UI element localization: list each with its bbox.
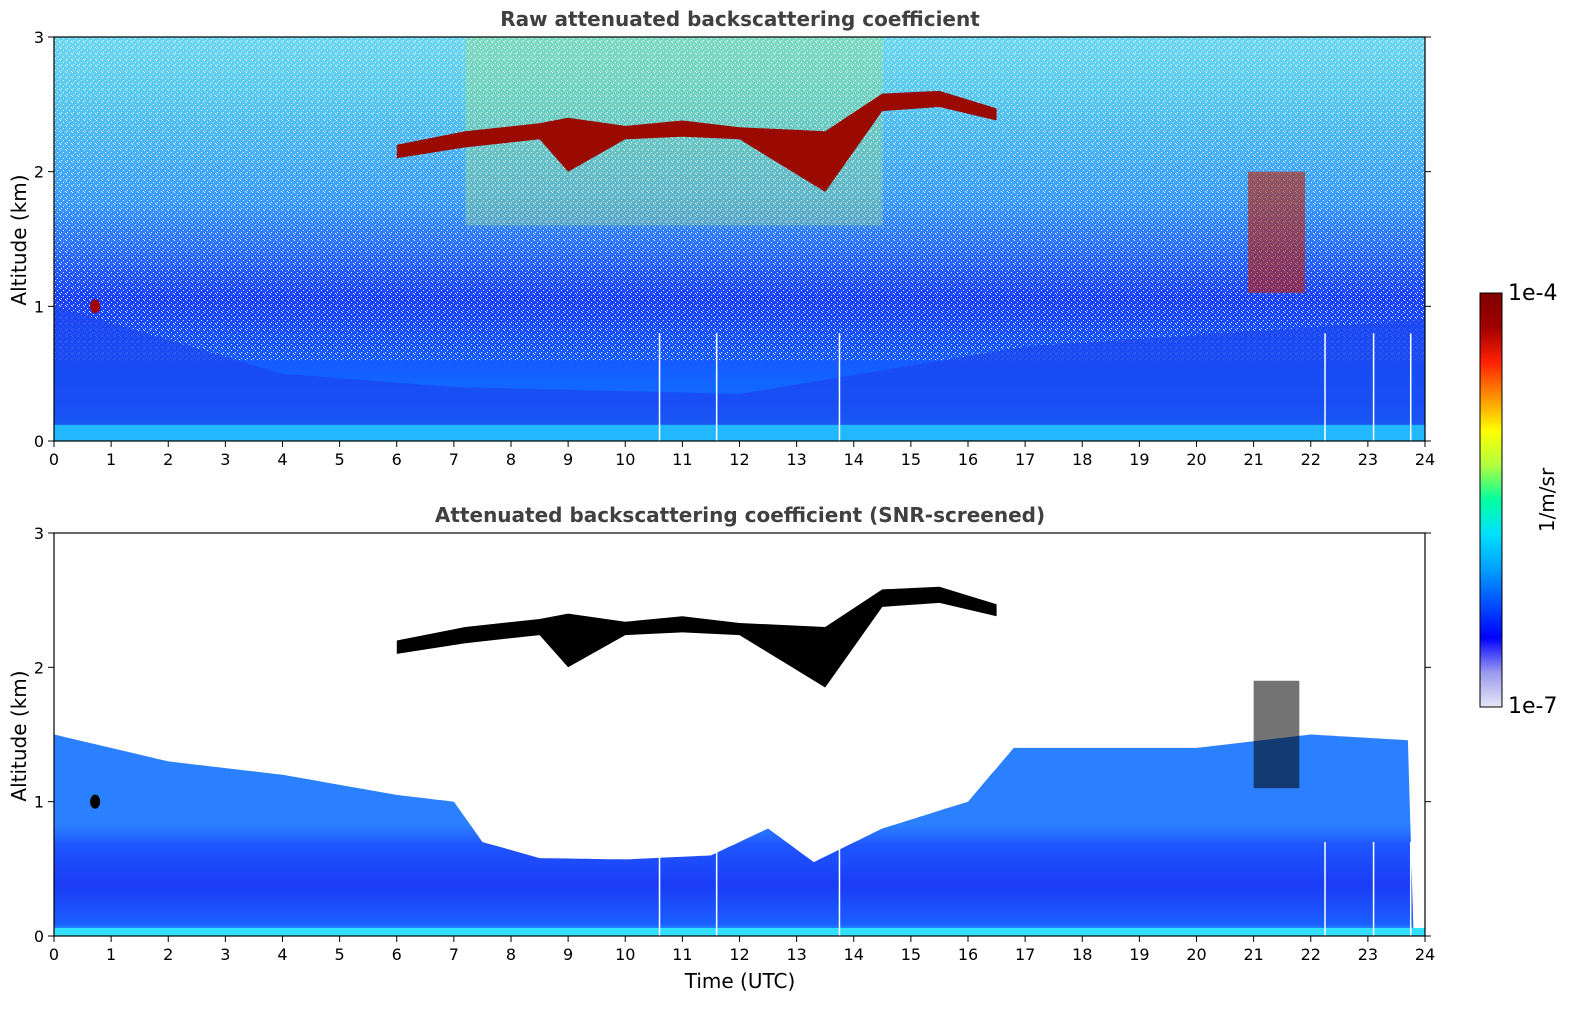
- colorbar-max-label: 1e-4: [1508, 281, 1557, 306]
- panel-2-xtick-label: 6: [392, 945, 402, 964]
- panel-2-ytick-label: 2: [34, 658, 44, 677]
- panel-1-cloud-layer: [396, 90, 997, 192]
- panel-2-xtick-label: 12: [729, 945, 749, 964]
- panel-2-xtick-label: 15: [901, 945, 921, 964]
- panel-1-xtick-label: 1: [106, 450, 116, 469]
- panel-1-title: Raw attenuated backscattering coefficien…: [500, 7, 980, 31]
- panel-2-xlabel: Time (UTC): [684, 969, 796, 993]
- panel-1-xtick-label: 13: [786, 450, 806, 469]
- snr-screened-panel: Attenuated backscattering coefficient (S…: [7, 503, 1435, 993]
- panel-2-xtick-label: 21: [1243, 945, 1263, 964]
- panel-1-ytick-label: 2: [34, 163, 44, 182]
- panel-1-surface-layer: [54, 424, 1425, 441]
- panel-1-noise: [54, 37, 1425, 361]
- panel-1-xtick-label: 17: [1015, 450, 1035, 469]
- panel-2-xtick-label: 8: [506, 945, 516, 964]
- panel-2-xtick-label: 1: [106, 945, 116, 964]
- panel-2-xtick-label: 11: [672, 945, 692, 964]
- panel-1-ylabel: Altitude (km): [7, 174, 31, 305]
- panel-1-boundary-layer: [54, 306, 1425, 441]
- panel-1-cloud-21utc: [1247, 171, 1306, 293]
- panel-2-xtick-label: 22: [1301, 945, 1321, 964]
- panel-2-xtick-label: 17: [1015, 945, 1035, 964]
- colorbar-min-label: 1e-7: [1508, 694, 1557, 719]
- panel-2-xtick-label: 7: [449, 945, 459, 964]
- panel-2-xtick-label: 10: [615, 945, 635, 964]
- panel-2-ylabel: Altitude (km): [7, 670, 31, 801]
- panel-1-xtick-label: 4: [277, 450, 287, 469]
- panel-1-xtick-label: 19: [1129, 450, 1149, 469]
- panel-2-xtick-label: 0: [49, 945, 59, 964]
- panel-1-xtick-label: 7: [449, 450, 459, 469]
- panel-2-xtick-label: 9: [563, 945, 573, 964]
- panel-1-xtick-label: 21: [1243, 450, 1263, 469]
- panel-1-xtick-label: 10: [615, 450, 635, 469]
- panel-2-cloud-early: [90, 794, 101, 809]
- colorbar-gradient: [1479, 292, 1503, 708]
- panel-2-xtick-label: 4: [277, 945, 287, 964]
- panel-1-xtick-label: 18: [1072, 450, 1092, 469]
- panel-2-xtick-label: 18: [1072, 945, 1092, 964]
- colorbar-unit-label: 1/m/sr: [1535, 467, 1559, 532]
- raw-backscatter-panel: Raw attenuated backscattering coefficien…: [7, 7, 1435, 469]
- panel-1-xtick-label: 3: [220, 450, 230, 469]
- panel-1-cloud-early: [90, 299, 101, 314]
- panel-1-xtick-label: 2: [163, 450, 173, 469]
- panel-2-xtick-label: 19: [1129, 945, 1149, 964]
- panel-2-xtick-label: 20: [1186, 945, 1206, 964]
- panel-2-xtick-label: 23: [1358, 945, 1378, 964]
- panel-1-xtick-label: 5: [335, 450, 345, 469]
- panel-1-xtick-label: 6: [392, 450, 402, 469]
- panel-2-cloud-layer: [396, 586, 997, 688]
- panel-1-xtick-label: 9: [563, 450, 573, 469]
- panel-1-xtick-label: 20: [1186, 450, 1206, 469]
- panel-2-xtick-label: 14: [844, 945, 864, 964]
- panel-1-xtick-label: 24: [1415, 450, 1435, 469]
- panel-1-xtick-label: 14: [844, 450, 864, 469]
- panel-2-xtick-label: 16: [958, 945, 978, 964]
- panel-2-title: Attenuated backscattering coefficient (S…: [435, 503, 1045, 527]
- panel-1-xtick-label: 11: [672, 450, 692, 469]
- panel-1-ytick-label: 1: [34, 297, 44, 316]
- panel-2-screened-field: [54, 734, 1414, 936]
- panel-1-xtick-label: 15: [901, 450, 921, 469]
- panel-1-xtick-label: 12: [729, 450, 749, 469]
- panel-1-xtick-label: 8: [506, 450, 516, 469]
- panel-1-ytick-label: 3: [34, 28, 44, 47]
- panel-2-xtick-label: 24: [1415, 945, 1435, 964]
- panel-2-cloud-21utc: [1253, 680, 1300, 789]
- panel-2-xtick-label: 2: [163, 945, 173, 964]
- panel-2-ytick-label: 0: [34, 927, 44, 946]
- panel-1-xtick-label: 23: [1358, 450, 1378, 469]
- panel-1-ytick-label: 0: [34, 432, 44, 451]
- panel-2-xtick-label: 5: [335, 945, 345, 964]
- panel-2-surface-layer: [54, 927, 1425, 936]
- panel-2-ytick-label: 3: [34, 524, 44, 543]
- panel-2-xtick-label: 13: [786, 945, 806, 964]
- panel-1-xtick-label: 0: [49, 450, 59, 469]
- panel-1-xtick-label: 22: [1301, 450, 1321, 469]
- panel-2-ytick-label: 1: [34, 793, 44, 812]
- panel-2-xtick-label: 3: [220, 945, 230, 964]
- panel-1-xtick-label: 16: [958, 450, 978, 469]
- colorbar: 1e-4 1e-7 1/m/sr: [1479, 281, 1559, 719]
